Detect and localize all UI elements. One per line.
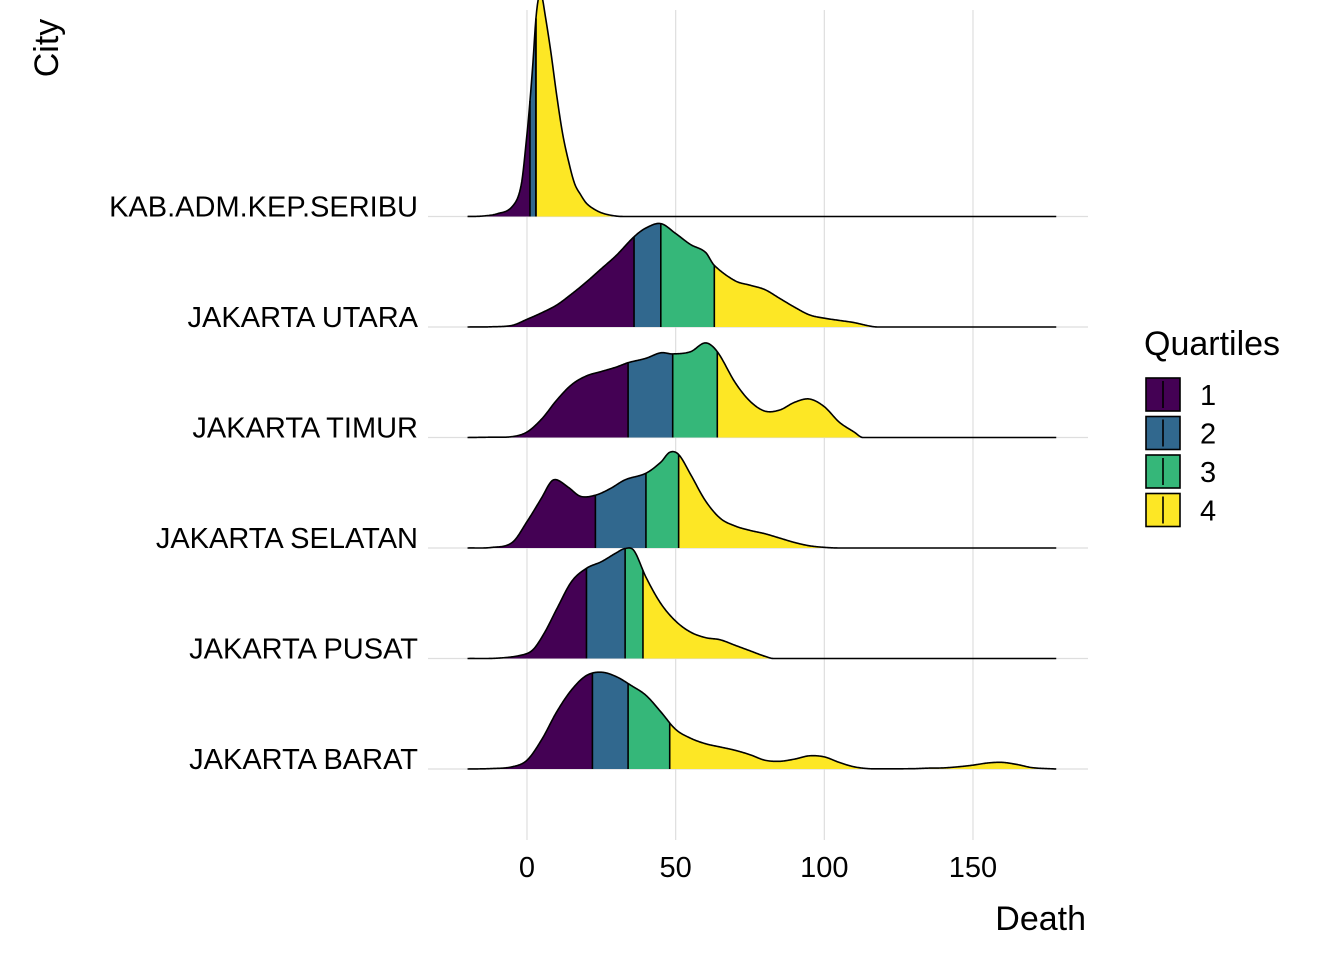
ridge-jakarta-selatan (467, 450, 1057, 549)
ridge-jakarta-barat-quartile-4 (669, 722, 1057, 769)
ridge-jakarta-barat-quartile-1 (467, 673, 593, 769)
y-axis-title: City (28, 19, 66, 78)
ridge-jakarta-selatan-outline (467, 450, 1057, 549)
x-tick-label-150: 150 (949, 852, 997, 884)
ridge-kab-adm-kep-seribu (467, 0, 1057, 218)
ridge-jakarta-timur-quartile-1 (467, 362, 629, 438)
legend: Quartiles 1 2 3 4 (1144, 325, 1280, 528)
city-label-kab-adm-kep-seribu: KAB.ADM.KEP.SERIBU (109, 192, 418, 224)
ridge-jakarta-selatan-quartile-3 (645, 451, 679, 548)
legend-items: 1 2 3 4 (1145, 377, 1216, 528)
ridge-jakarta-barat (467, 671, 1057, 770)
x-tick-label-0: 0 (519, 852, 535, 884)
ridge-jakarta-pusat-quartile-1 (467, 568, 587, 659)
city-label-jakarta-pusat: JAKARTA PUSAT (189, 634, 418, 666)
city-label-jakarta-barat: JAKARTA BARAT (189, 744, 418, 776)
legend-label-2: 2 (1200, 419, 1216, 451)
ridge-kab-adm-kep-seribu-quartile-4 (535, 0, 1057, 217)
ridge-jakarta-barat-quartile-2 (592, 672, 629, 769)
x-axis-ticks: 0 50 100 150 (519, 852, 997, 884)
legend-label-1: 1 (1200, 380, 1216, 412)
ridge-jakarta-pusat-outline (467, 547, 1057, 660)
ridge-jakarta-pusat-quartile-2 (586, 548, 626, 659)
city-label-jakarta-timur: JAKARTA TIMUR (192, 413, 418, 445)
ridge-jakarta-barat-quartile-3 (628, 683, 670, 769)
x-axis-title: Death (995, 900, 1086, 938)
ridge-jakarta-selatan-quartile-1 (467, 479, 596, 548)
ridge-jakarta-barat-outline (467, 671, 1057, 770)
x-tick-label-50: 50 (660, 852, 692, 884)
ridge-jakarta-utara-quartile-2 (634, 223, 661, 327)
ridge-jakarta-utara (467, 222, 1057, 328)
ridge-jakarta-selatan-quartile-2 (595, 473, 646, 548)
city-labels: JAKARTA BARAT JAKARTA PUSAT JAKARTA SELATA… (109, 192, 419, 777)
legend-item-2: 2 (1145, 415, 1216, 451)
ridge-jakarta-timur-quartile-2 (628, 352, 673, 438)
city-label-jakarta-selatan: JAKARTA SELATAN (156, 523, 418, 555)
ridge-jakarta-timur-quartile-3 (672, 342, 718, 438)
legend-title: Quartiles (1144, 325, 1280, 363)
legend-item-4: 4 (1145, 492, 1216, 528)
ridge-jakarta-timur-quartile-4 (717, 351, 1057, 438)
ridge-jakarta-pusat-quartile-3 (625, 547, 643, 659)
ridge-jakarta-utara-quartile-1 (467, 236, 635, 327)
ridge-jakarta-timur-outline (467, 342, 1057, 439)
ridge-jakarta-timur (467, 342, 1057, 439)
legend-item-3: 3 (1145, 454, 1216, 489)
legend-label-4: 4 (1200, 496, 1216, 528)
ridge-jakarta-selatan-quartile-4 (678, 454, 1057, 548)
x-tick-label-100: 100 (800, 852, 848, 884)
ridge-kab-adm-kep-seribu-quartile-1 (467, 101, 530, 217)
ridge-jakarta-pusat (467, 547, 1057, 660)
ridge-kab-adm-kep-seribu-outline (467, 0, 1057, 218)
city-label-jakarta-utara: JAKARTA UTARA (188, 302, 419, 334)
ridge-jakarta-pusat-quartile-4 (642, 570, 1057, 659)
ridge-jakarta-utara-quartile-4 (714, 265, 1057, 327)
ridge-kab-adm-kep-seribu-quartile-2 (529, 18, 536, 217)
ridge-jakarta-utara-outline (467, 222, 1057, 328)
legend-label-3: 3 (1200, 457, 1216, 489)
ridges-layer (467, 0, 1057, 770)
ridge-jakarta-utara-quartile-3 (660, 223, 715, 327)
legend-item-1: 1 (1145, 377, 1216, 412)
